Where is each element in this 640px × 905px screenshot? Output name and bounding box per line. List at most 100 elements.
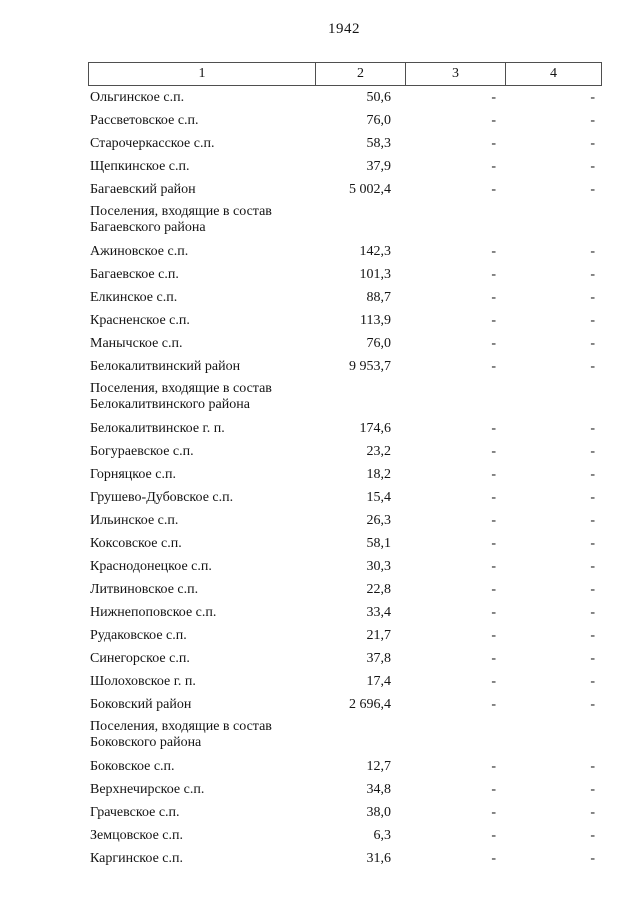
page-year-heading: 1942 (328, 21, 360, 37)
table-row: Земцовское с.п. 6,3 - - (88, 824, 602, 847)
value-column-3: - (491, 182, 496, 197)
table-row: Багаевское с.п. 101,3 - - (88, 263, 602, 286)
value-column-3: - (491, 359, 496, 374)
value-column-4: - (590, 444, 595, 459)
value-column-4: - (590, 290, 595, 305)
table-row: Елкинское с.п. 88,7 - - (88, 286, 602, 309)
value-column-2: 17,4 (366, 674, 392, 689)
settlement-name: Белокалитвинское г. п. (90, 421, 225, 436)
value-column-4: - (590, 421, 595, 436)
value-column-4: - (590, 159, 595, 174)
column-header: 2 (316, 63, 406, 85)
value-column-4: - (590, 490, 595, 505)
value-column-2: 34,8 (366, 782, 392, 797)
table-row: Литвиновское с.п. 22,8 - - (88, 578, 602, 601)
value-column-4: - (590, 90, 595, 105)
value-column-3: - (491, 90, 496, 105)
table-row: Рассветовское с.п. 76,0 - - (88, 109, 602, 132)
settlement-name: Верхнечирское с.п. (90, 782, 205, 797)
value-column-3: - (491, 421, 496, 436)
value-column-3: - (491, 828, 496, 843)
value-column-4: - (590, 513, 595, 528)
value-column-3: - (491, 559, 496, 574)
table-row: Манычское с.п. 76,0 - - (88, 332, 602, 355)
settlement-name: Багаевский район (90, 182, 196, 197)
value-column-3: - (491, 444, 496, 459)
value-column-4: - (590, 851, 595, 866)
value-column-2: 113,9 (360, 313, 391, 328)
settlement-name: Ольгинское с.п. (90, 90, 185, 105)
table-row: Белокалитвинское г. п. 174,6 - - (88, 417, 602, 440)
settlement-name: Каргинское с.п. (90, 851, 183, 866)
table-row: Краснодонецкое с.п. 30,3 - - (88, 555, 602, 578)
value-column-4: - (590, 782, 595, 797)
settlement-name: Рудаковское с.п. (90, 628, 187, 643)
settlement-name: Нижнепоповское с.п. (90, 605, 217, 620)
value-column-3: - (491, 290, 496, 305)
settlement-name: Богураевское с.п. (90, 444, 194, 459)
table-row: Грачевское с.п. 38,0 - - (88, 801, 602, 824)
value-column-4: - (590, 113, 595, 128)
settlement-name: Белокалитвинский район (90, 359, 241, 374)
settlement-name: Литвиновское с.п. (90, 582, 199, 597)
value-column-2: 21,7 (366, 628, 392, 643)
table-row: Каргинское с.п. 31,6 - - (88, 847, 602, 870)
settlement-name: Грушево-Дубовское с.п. (90, 490, 234, 505)
value-column-2: 18,2 (366, 467, 392, 482)
settlement-name: Синегорское с.п. (90, 651, 190, 666)
value-column-2: 58,3 (366, 136, 392, 151)
value-column-2: 6,3 (373, 828, 392, 843)
table-row: Рудаковское с.п. 21,7 - - (88, 624, 602, 647)
value-column-3: - (491, 759, 496, 774)
value-column-4: - (590, 359, 595, 374)
section-row: Поселения, входящие в состав Белокалитви… (88, 378, 602, 417)
value-column-2: 22,8 (366, 582, 392, 597)
value-column-4: - (590, 467, 595, 482)
section-label: Поселения, входящие в состав Белокалитви… (90, 381, 272, 412)
value-column-4: - (590, 759, 595, 774)
column-header: 3 (406, 63, 506, 85)
table-row: Боковский район 2 696,4 - - (88, 693, 602, 716)
value-column-3: - (491, 674, 496, 689)
settlement-name: Горняцкое с.п. (90, 467, 176, 482)
settlement-name: Рассветовское с.п. (90, 113, 199, 128)
value-column-3: - (491, 851, 496, 866)
value-column-2: 15,4 (366, 490, 392, 505)
table-row: Ильинское с.п. 26,3 - - (88, 509, 602, 532)
value-column-4: - (590, 828, 595, 843)
value-column-2: 12,7 (366, 759, 392, 774)
settlement-name: Боковский район (90, 697, 192, 712)
table-row: Шолоховское г. п. 17,4 - - (88, 670, 602, 693)
value-column-4: - (590, 244, 595, 259)
value-column-3: - (491, 605, 496, 620)
value-column-4: - (590, 559, 595, 574)
table-row: Боковское с.п. 12,7 - - (88, 755, 602, 778)
settlement-name: Манычское с.п. (90, 336, 183, 351)
value-column-4: - (590, 697, 595, 712)
table-row: Красненское с.п. 113,9 - - (88, 309, 602, 332)
table-row: Коксовское с.п. 58,1 - - (88, 532, 602, 555)
value-column-2: 38,0 (366, 805, 392, 820)
value-column-4: - (590, 628, 595, 643)
table-row: Горняцкое с.п. 18,2 - - (88, 463, 602, 486)
value-column-4: - (590, 182, 595, 197)
settlement-name: Земцовское с.п. (90, 828, 184, 843)
settlement-name: Старочеркасское с.п. (90, 136, 215, 151)
table-row: Ажиновское с.п. 142,3 - - (88, 240, 602, 263)
value-column-3: - (491, 113, 496, 128)
value-column-3: - (491, 536, 496, 551)
settlement-name: Грачевское с.п. (90, 805, 180, 820)
value-column-3: - (491, 697, 496, 712)
settlement-name: Коксовское с.п. (90, 536, 182, 551)
value-column-2: 37,9 (366, 159, 392, 174)
value-column-2: 58,1 (366, 536, 392, 551)
table-row: Нижнепоповское с.п. 33,4 - - (88, 601, 602, 624)
value-column-3: - (491, 244, 496, 259)
value-column-3: - (491, 490, 496, 505)
settlement-name: Ажиновское с.п. (90, 244, 189, 259)
table-row: Ольгинское с.п. 50,6 - - (88, 86, 602, 109)
value-column-2: 50,6 (366, 90, 392, 105)
value-column-2: 101,3 (359, 267, 392, 282)
value-column-4: - (590, 674, 595, 689)
